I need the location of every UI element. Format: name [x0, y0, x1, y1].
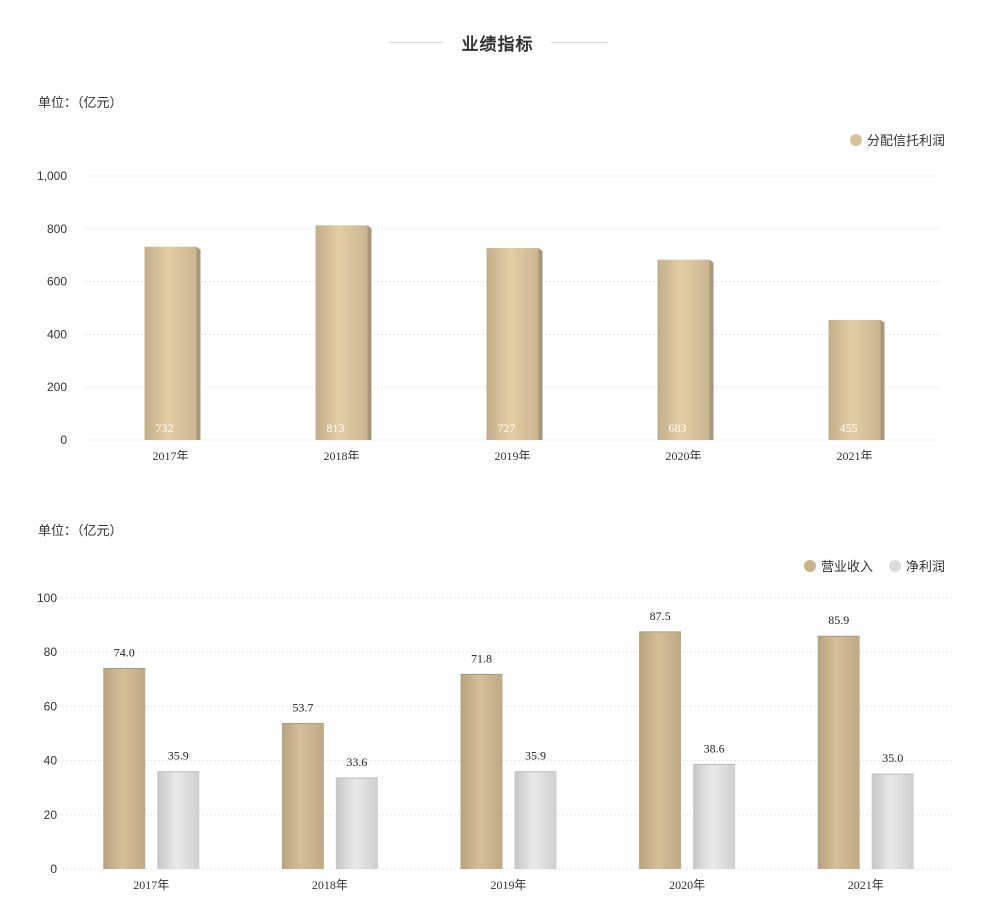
- bar-value-label: 732: [156, 421, 174, 435]
- bar-value-label: 74.0: [114, 645, 135, 659]
- chart1-distributed-trust-profit: 0 200 400 600 800 1,000 分配信托利润 732 2017年 813 2018年…: [37, 134, 945, 460]
- bar-net-profit: [157, 771, 200, 869]
- chart1-unit-label: 单位：（亿元）: [38, 96, 123, 111]
- bar-distributed-trust-profit: [486, 248, 539, 440]
- bar-value-label: 813: [327, 421, 345, 435]
- bar-value-label: 71.8: [471, 651, 492, 665]
- x-category-label: 2018年: [312, 878, 348, 892]
- y-tick-label: 40: [44, 754, 58, 768]
- x-category-label: 2020年: [669, 878, 705, 892]
- bar-net-profit: [514, 771, 557, 869]
- section-header: 业绩指标: [0, 26, 1000, 60]
- x-category-label: 2019年: [490, 878, 526, 892]
- header-divider-left: [388, 42, 444, 43]
- legend-label-distributed-trust-profit: 分配信托利润: [867, 134, 945, 149]
- y-tick-label: 100: [37, 591, 57, 605]
- bar-side: [538, 248, 543, 440]
- bar-side: [709, 259, 714, 440]
- bar-operating-revenue: [460, 674, 503, 869]
- bar-net-profit: [335, 777, 378, 869]
- y-tick-label: 80: [44, 645, 58, 659]
- legend-swatch: [889, 560, 901, 572]
- x-category-label: 2017年: [152, 449, 188, 460]
- y-tick-label: 200: [47, 380, 67, 394]
- x-category-label: 2021年: [848, 878, 884, 892]
- chart2-unit-label: 单位：（亿元）: [38, 524, 123, 539]
- bar-distributed-trust-profit: [828, 319, 881, 440]
- x-category-label: 2020年: [665, 449, 701, 460]
- y-tick-label: 1,000: [37, 169, 67, 183]
- bar-operating-revenue: [639, 631, 682, 869]
- y-tick-label: 0: [50, 862, 57, 876]
- bar-value-label: 35.0: [882, 751, 903, 765]
- y-tick-label: 400: [47, 327, 67, 341]
- bar-value-label: 727: [498, 421, 516, 435]
- header-divider-right: [551, 42, 607, 43]
- page-title: 业绩指标: [461, 35, 534, 55]
- x-category-label: 2021年: [836, 449, 872, 460]
- bar-value-label: 35.9: [168, 749, 189, 763]
- bar-distributed-trust-profit: [657, 259, 710, 440]
- bar-distributed-trust-profit: [144, 246, 197, 440]
- y-tick-label: 20: [44, 808, 58, 822]
- bar-value-label: 455: [840, 421, 858, 435]
- bar-side: [196, 246, 201, 440]
- chart2-revenue-net-profit: 0 20 40 60 80 100 营业收入 净利润 74.0 35.9 2017年 53.7 33.6…: [37, 560, 955, 892]
- bar-value-label: 87.5: [650, 609, 671, 623]
- bar-net-profit: [871, 774, 914, 869]
- bar-operating-revenue: [103, 668, 146, 869]
- bar-value-label: 38.6: [704, 741, 725, 755]
- bar-value-label: 35.9: [525, 749, 546, 763]
- legend-label: 净利润: [906, 560, 945, 575]
- legend-swatch-distributed-trust-profit: [850, 134, 862, 146]
- y-tick-label: 800: [47, 222, 67, 236]
- x-category-label: 2018年: [323, 449, 359, 460]
- bar-value-label: 683: [669, 421, 687, 435]
- bar-value-label: 33.6: [346, 755, 367, 769]
- bar-value-label: 85.9: [828, 613, 849, 627]
- bar-net-profit: [693, 764, 736, 869]
- y-tick-label: 0: [60, 433, 67, 447]
- x-category-label: 2019年: [494, 449, 530, 460]
- bar-distributed-trust-profit: [315, 225, 368, 440]
- y-tick-label: 600: [47, 275, 67, 289]
- legend-swatch: [804, 560, 816, 572]
- bar-value-label: 53.7: [292, 700, 313, 714]
- x-category-label: 2017年: [133, 878, 169, 892]
- y-tick-label: 60: [44, 699, 58, 713]
- bar-side: [880, 319, 885, 440]
- bar-operating-revenue: [281, 723, 324, 869]
- legend-label: 营业收入: [821, 560, 873, 575]
- bar-operating-revenue: [817, 636, 860, 869]
- bar-side: [367, 225, 372, 440]
